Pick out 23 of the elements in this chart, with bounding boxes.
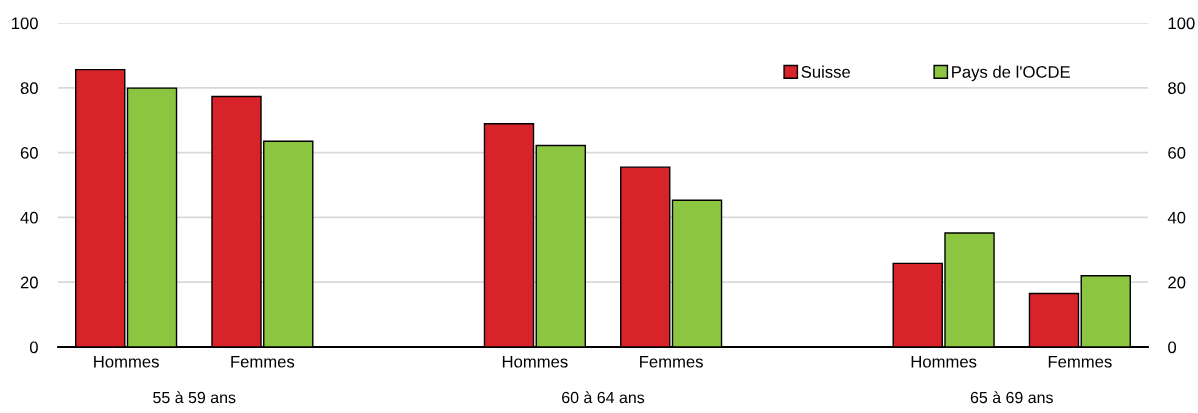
x-tick-label: Femmes (1048, 355, 1112, 368)
x-tick-label: Hommes (911, 355, 977, 368)
y2-tick-label: 40 (1167, 211, 1186, 224)
text: 55 à 59 ans (153, 391, 236, 404)
y2-tick-label: 0 (1168, 341, 1177, 354)
y2-tick-label: 80 (1168, 82, 1186, 94)
y2-tick-label: 20 (1168, 276, 1186, 289)
x-tick-label: Femmes (231, 355, 295, 368)
y-tick-label: 60 (20, 147, 38, 159)
x-tick-label: Hommes (94, 355, 159, 368)
y-tick-label: 100 (12, 17, 38, 30)
y2-tick-label: 60 (1168, 147, 1186, 159)
x-tick-label: Femmes (640, 355, 703, 368)
legend-label: Pays de l'OCDE (952, 65, 1070, 82)
y-tick-label: 0 (29, 341, 38, 354)
text: 60 à 64 ans (562, 391, 645, 404)
legend-label: Suisse (801, 65, 851, 78)
y2-tick-label: 100 (1168, 17, 1195, 30)
text: 65 à 69 ans (970, 391, 1053, 404)
y-tick-label: 40 (20, 211, 38, 224)
y-tick-label: 20 (20, 276, 38, 289)
y-tick-label: 80 (20, 82, 38, 94)
x-tick-label: Hommes (502, 355, 568, 368)
